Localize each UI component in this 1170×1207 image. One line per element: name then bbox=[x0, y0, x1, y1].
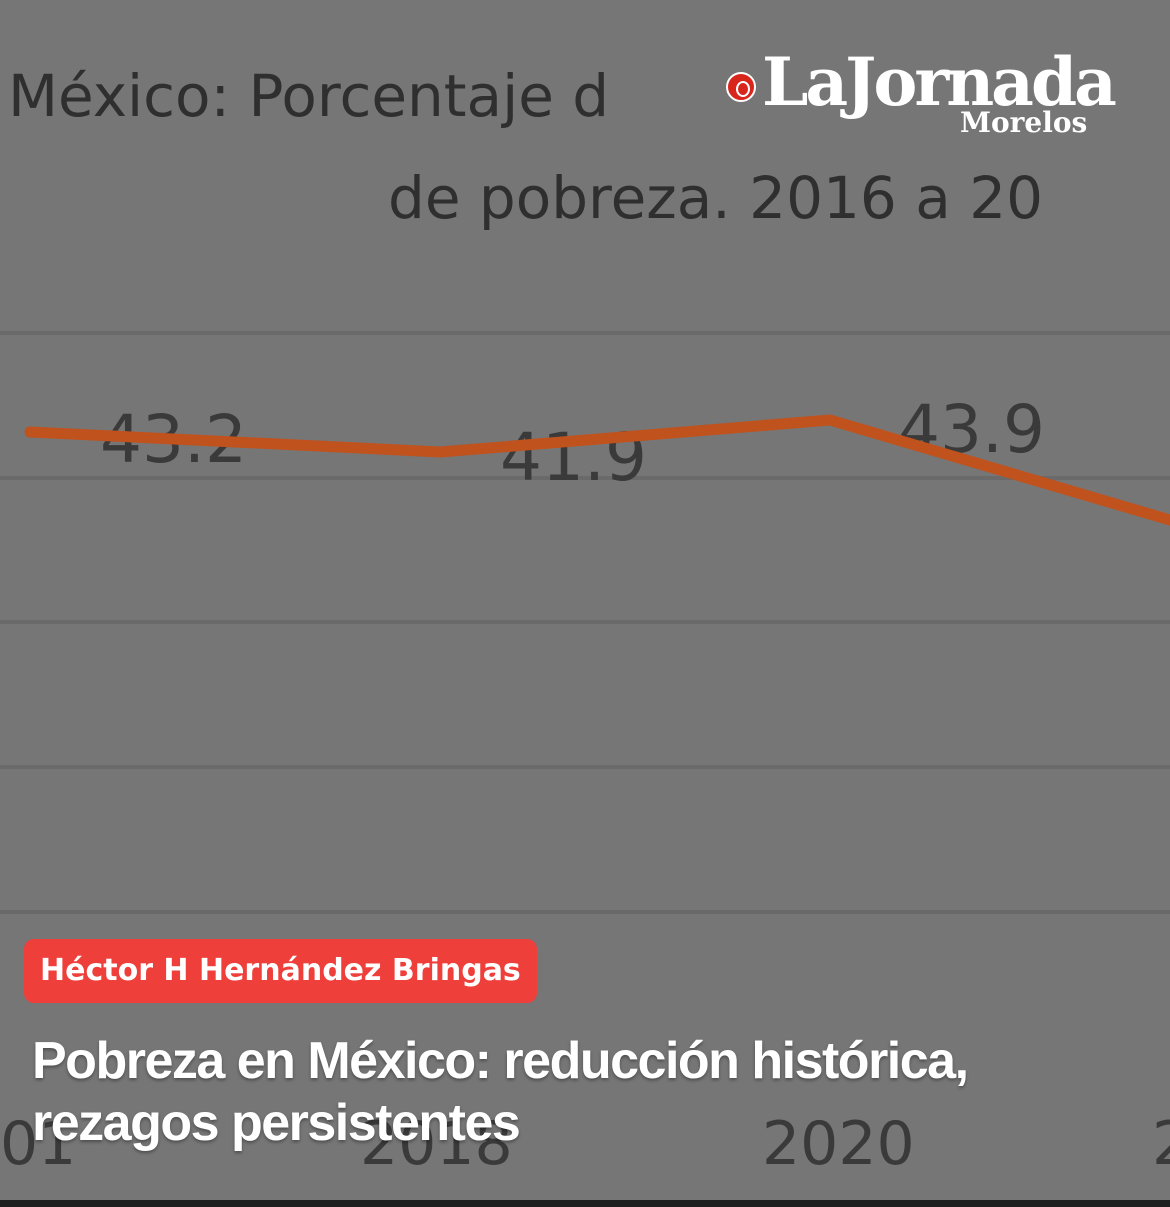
headline-line2: rezagos persistentes bbox=[32, 1094, 521, 1152]
x-tick-3: 2020 bbox=[762, 1109, 915, 1179]
x-tick-2: 2018 bbox=[360, 1109, 513, 1179]
data-label-3: 43.9 bbox=[898, 391, 1045, 468]
la-jornada-morelos-logo[interactable]: LaJornada Morelos bbox=[722, 42, 1152, 142]
data-label-2: 41.9 bbox=[500, 419, 647, 496]
logo-wordmark: LaJornada bbox=[762, 43, 1117, 121]
x-tick-4: 2 bbox=[1152, 1109, 1170, 1179]
x-tick-1: 01 bbox=[0, 1109, 76, 1179]
logo-subtitle: Morelos bbox=[960, 106, 1088, 139]
emblem-icon bbox=[726, 72, 756, 102]
bottom-border bbox=[0, 1200, 1170, 1207]
headline-line1: Pobreza en México: reducción histórica, bbox=[32, 1032, 969, 1090]
chart-title-line1: México: Porcentaje d bbox=[8, 62, 609, 130]
chart-title-line2: de pobreza. 2016 a 20 bbox=[388, 164, 1043, 232]
article-headline[interactable]: Pobreza en México: reducción histórica, … bbox=[32, 1030, 1132, 1154]
series-line bbox=[24, 414, 1170, 526]
author-badge[interactable]: Héctor H Hernández Bringas bbox=[24, 939, 537, 1003]
